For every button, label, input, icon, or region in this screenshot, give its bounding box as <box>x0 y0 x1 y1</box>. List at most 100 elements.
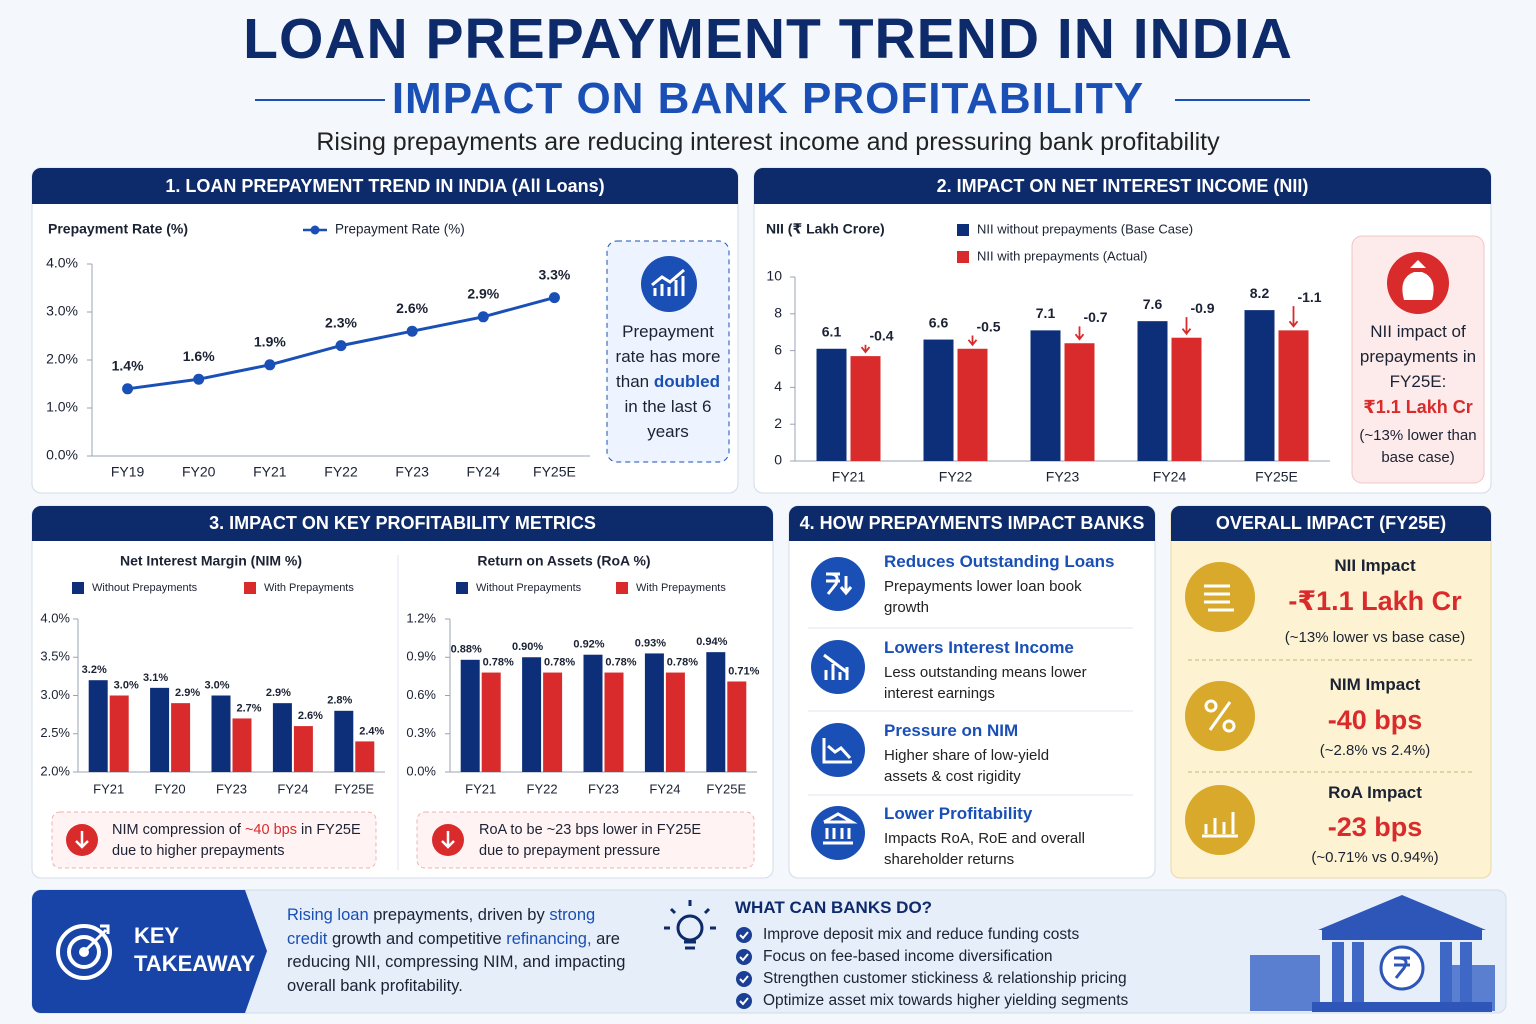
bar <box>604 672 624 772</box>
icon-glyph <box>823 812 858 845</box>
y-tick-label: 10 <box>766 268 782 284</box>
value-label: 7.6 <box>1143 296 1163 312</box>
legend-marker <box>244 582 256 594</box>
panel-title: 2. IMPACT ON NET INTEREST INCOME (NII) <box>936 176 1309 196</box>
check-glyph <box>739 953 749 962</box>
y-tick-label: 2 <box>774 415 782 431</box>
icon-glyph <box>1222 719 1236 733</box>
value-label: 3.0% <box>114 679 139 691</box>
bar <box>88 680 108 772</box>
chart-title: Return on Assets (RoA %) <box>477 553 650 569</box>
takeaway-segment: growth and competitive <box>331 929 502 948</box>
action: Improve deposit mix and reduce funding c… <box>763 926 1080 943</box>
value-label: 0.92% <box>573 639 604 651</box>
takeaway-segment: prepayments, driven by <box>373 906 545 924</box>
panel-header <box>754 168 1491 204</box>
bar <box>150 687 170 772</box>
title: LOAN PREPAYMENT TREND IN INDIA <box>243 7 1293 71</box>
x-tick-label: FY24 <box>277 781 308 796</box>
panel-title: 1. LOAN PREPAYMENT TREND IN INDIA (All L… <box>165 176 605 196</box>
value-label: 1.6% <box>183 348 215 364</box>
y-tick-label: 6 <box>774 341 782 357</box>
bar <box>1278 330 1309 461</box>
callout-text: Prepayment rate has more than <box>615 322 721 391</box>
x-tick-label: FY24 <box>1153 469 1187 485</box>
value-label: 2.6% <box>298 710 323 722</box>
callout-box <box>606 240 730 463</box>
icon-glyph <box>1204 699 1218 713</box>
item-title: Pressure on NIM <box>884 721 1019 740</box>
value-label: 0.71% <box>728 665 759 677</box>
check-glyph <box>739 975 749 984</box>
value-label: 2.8% <box>327 695 352 707</box>
x-tick-label: FY20 <box>182 464 216 480</box>
bar <box>706 652 726 772</box>
y-tick-label: 4 <box>774 378 782 394</box>
difference-label: -1.1 <box>1297 289 1321 305</box>
bar <box>460 659 480 772</box>
difference-label: -0.5 <box>976 318 1000 334</box>
value-label: 2.9% <box>175 687 200 699</box>
legend-marker <box>72 582 84 594</box>
value-label: 0.88% <box>451 644 482 656</box>
icon-glyph <box>651 268 685 296</box>
difference-label: -0.4 <box>869 327 893 343</box>
building <box>1250 955 1320 1011</box>
icon-glyph <box>441 831 455 849</box>
bar <box>272 703 292 772</box>
data-point <box>548 292 560 304</box>
icon <box>811 806 865 860</box>
y-tick-label: 3.0% <box>46 303 78 319</box>
data-point <box>406 325 418 337</box>
note-box <box>416 811 755 869</box>
icon <box>811 557 865 611</box>
bar <box>355 741 375 772</box>
legend-label: Without Prepayments <box>92 582 198 594</box>
item-text: Less outstanding means lower interest ea… <box>884 664 1087 702</box>
x-tick-label: FY22 <box>324 464 358 480</box>
legend-label: Without Prepayments <box>476 582 582 594</box>
legend-marker <box>310 225 320 235</box>
check-glyph <box>739 997 749 1006</box>
bar <box>293 726 313 772</box>
bar <box>522 657 542 772</box>
note: RoA to be ~23 bps lower in FY25E due to … <box>479 822 702 859</box>
item-title: Reduces Outstanding Loans <box>884 552 1115 571</box>
x-tick-label: FY20 <box>155 781 186 796</box>
x-tick-label: FY25E <box>334 781 374 796</box>
panel-title: OVERALL IMPACT (FY25E) <box>1215 513 1447 533</box>
x-tick-label: FY19 <box>111 464 145 480</box>
difference-arrow <box>1074 326 1085 341</box>
impact-value: -₹1.1 Lakh Cr <box>1288 586 1462 616</box>
value-label: 3.3% <box>538 266 570 282</box>
bar <box>232 718 252 772</box>
note-text: in FY25E due to higher prepayments <box>112 822 361 859</box>
y-tick-label: 0.0% <box>46 447 78 463</box>
chart-title: Net Interest Margin (NIM %) <box>120 553 302 569</box>
bar <box>957 348 988 461</box>
value-label: 0.78% <box>544 656 575 668</box>
value-label: 0.94% <box>696 636 727 648</box>
column <box>1352 942 1364 1002</box>
bar <box>481 672 501 772</box>
x-tick-label: FY25E <box>533 464 576 480</box>
callout-note: (~13% lower than base case) <box>1359 427 1477 466</box>
separators <box>808 627 1133 796</box>
x-tick-label: FY23 <box>216 781 247 796</box>
action: Optimize asset mix towards higher yieldi… <box>763 992 1129 1009</box>
value-label: 0.90% <box>512 641 543 653</box>
value-label: 0.78% <box>605 656 636 668</box>
difference-arrow <box>1288 306 1299 328</box>
y-tick-label: 2.5% <box>40 725 70 740</box>
value-label: 3.0% <box>204 679 229 691</box>
icon-glyphs <box>822 572 858 845</box>
value-label: 2.3% <box>325 314 357 330</box>
data-point <box>122 383 134 395</box>
value-label: 2.9% <box>266 687 291 699</box>
check <box>736 949 752 965</box>
value-label: 6.1 <box>822 323 842 339</box>
takeaway-badge <box>32 890 267 1013</box>
y-tick-label: 0.6% <box>406 687 436 702</box>
legend-label: With Prepayments <box>636 582 726 594</box>
